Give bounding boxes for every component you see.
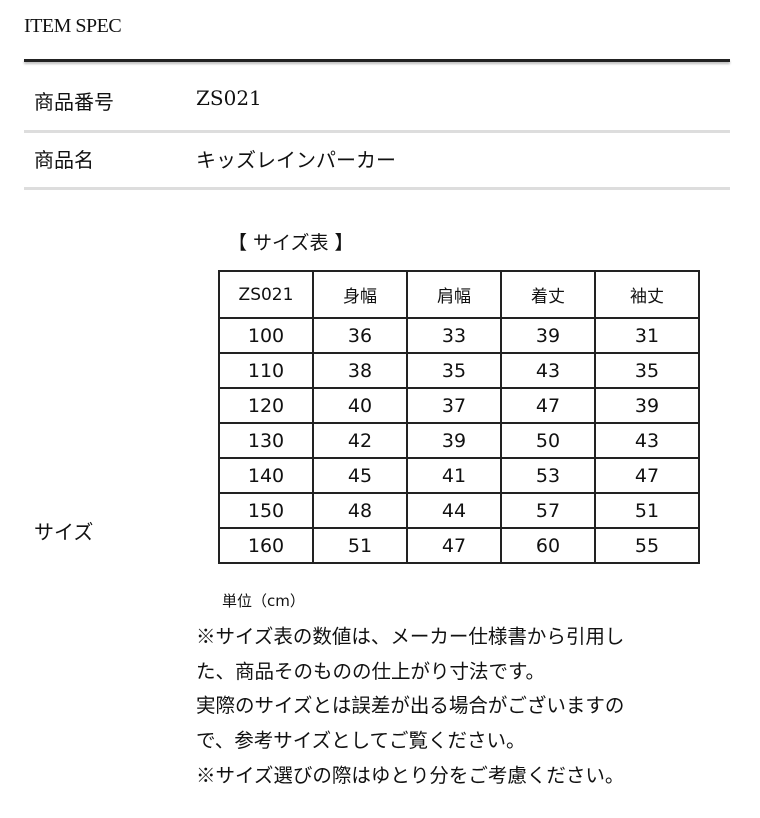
note-line: た、商品そのものの仕上がり寸法です。 [196,659,546,683]
table-cell: 47 [594,457,700,494]
table-cell: 40 [312,387,408,424]
table-cell: 31 [594,317,700,354]
table-cell: 43 [500,352,596,389]
table-cell: 57 [500,492,596,529]
table-cell: 42 [312,422,408,459]
table-cell: 36 [312,317,408,354]
note-line: 実際のサイズとは誤差が出る場合がございますの [196,694,625,718]
table-cell: 53 [500,457,596,494]
table-row: 140 45 41 53 47 [218,457,700,494]
row-divider [24,187,730,190]
table-cell: 110 [218,352,314,389]
table-cell: 51 [594,492,700,529]
table-cell: 44 [406,492,502,529]
table-cell: 150 [218,492,314,529]
table-row: 100 36 33 39 31 [218,317,700,354]
section-title: ITEM SPEC [24,15,122,37]
table-cell: 身幅 [312,270,408,319]
table-header-row: ZS021 身幅 肩幅 着丈 袖丈 [218,270,700,319]
table-cell: 41 [406,457,502,494]
spec-label-item-name: 商品名 [34,148,94,172]
note-line: ※サイズ表の数値は、メーカー仕様書から引用し [196,625,625,648]
table-cell: 37 [406,387,502,424]
table-row: 110 38 35 43 35 [218,352,700,389]
table-cell: 47 [406,527,502,564]
table-cell: 140 [218,457,314,494]
table-cell: 35 [594,352,700,389]
table-cell: 120 [218,387,314,424]
size-table-caption: 【 サイズ表 】 [228,232,354,254]
table-cell: 肩幅 [406,270,502,319]
table-cell: 39 [406,422,502,459]
table-cell: 160 [218,527,314,564]
table-cell: 43 [594,422,700,459]
row-divider [24,130,730,133]
spec-label-item-number: 商品番号 [34,90,114,114]
table-cell: 33 [406,317,502,354]
table-cell: 48 [312,492,408,529]
table-cell: 50 [500,422,596,459]
spec-value-item-name: キッズレインパーカー [196,148,396,172]
table-cell: 51 [312,527,408,564]
table-cell: 38 [312,352,408,389]
note-line: ※サイズ選びの際はゆとり分をご考慮ください。 [196,763,625,787]
table-row: 160 51 47 60 55 [218,527,700,564]
table-cell: 着丈 [500,270,596,319]
unit-label: 単位（cm） [222,592,305,610]
table-cell: ZS021 [218,270,314,319]
spec-label-size: サイズ [34,520,94,544]
table-cell: 45 [312,457,408,494]
table-cell: 47 [500,387,596,424]
table-cell: 100 [218,317,314,354]
size-notes: ※サイズ表の数値は、メーカー仕様書から引用し た、商品そのものの仕上がり寸法です… [196,620,736,794]
table-row: 130 42 39 50 43 [218,422,700,459]
table-cell: 60 [500,527,596,564]
spec-value-item-number: ZS021 [196,86,262,110]
note-line: で、参考サイズとしてご覧ください。 [196,729,526,753]
table-cell: 袖丈 [594,270,700,319]
table-row: 120 40 37 47 39 [218,387,700,424]
table-cell: 39 [500,317,596,354]
table-cell: 55 [594,527,700,564]
table-cell: 35 [406,352,502,389]
table-cell: 130 [218,422,314,459]
size-table: ZS021 身幅 肩幅 着丈 袖丈 100 36 33 39 31 110 38 35 43 35 120 40… [218,270,700,564]
table-row: 150 48 44 57 51 [218,492,700,529]
title-divider [24,59,730,62]
table-cell: 39 [594,387,700,424]
